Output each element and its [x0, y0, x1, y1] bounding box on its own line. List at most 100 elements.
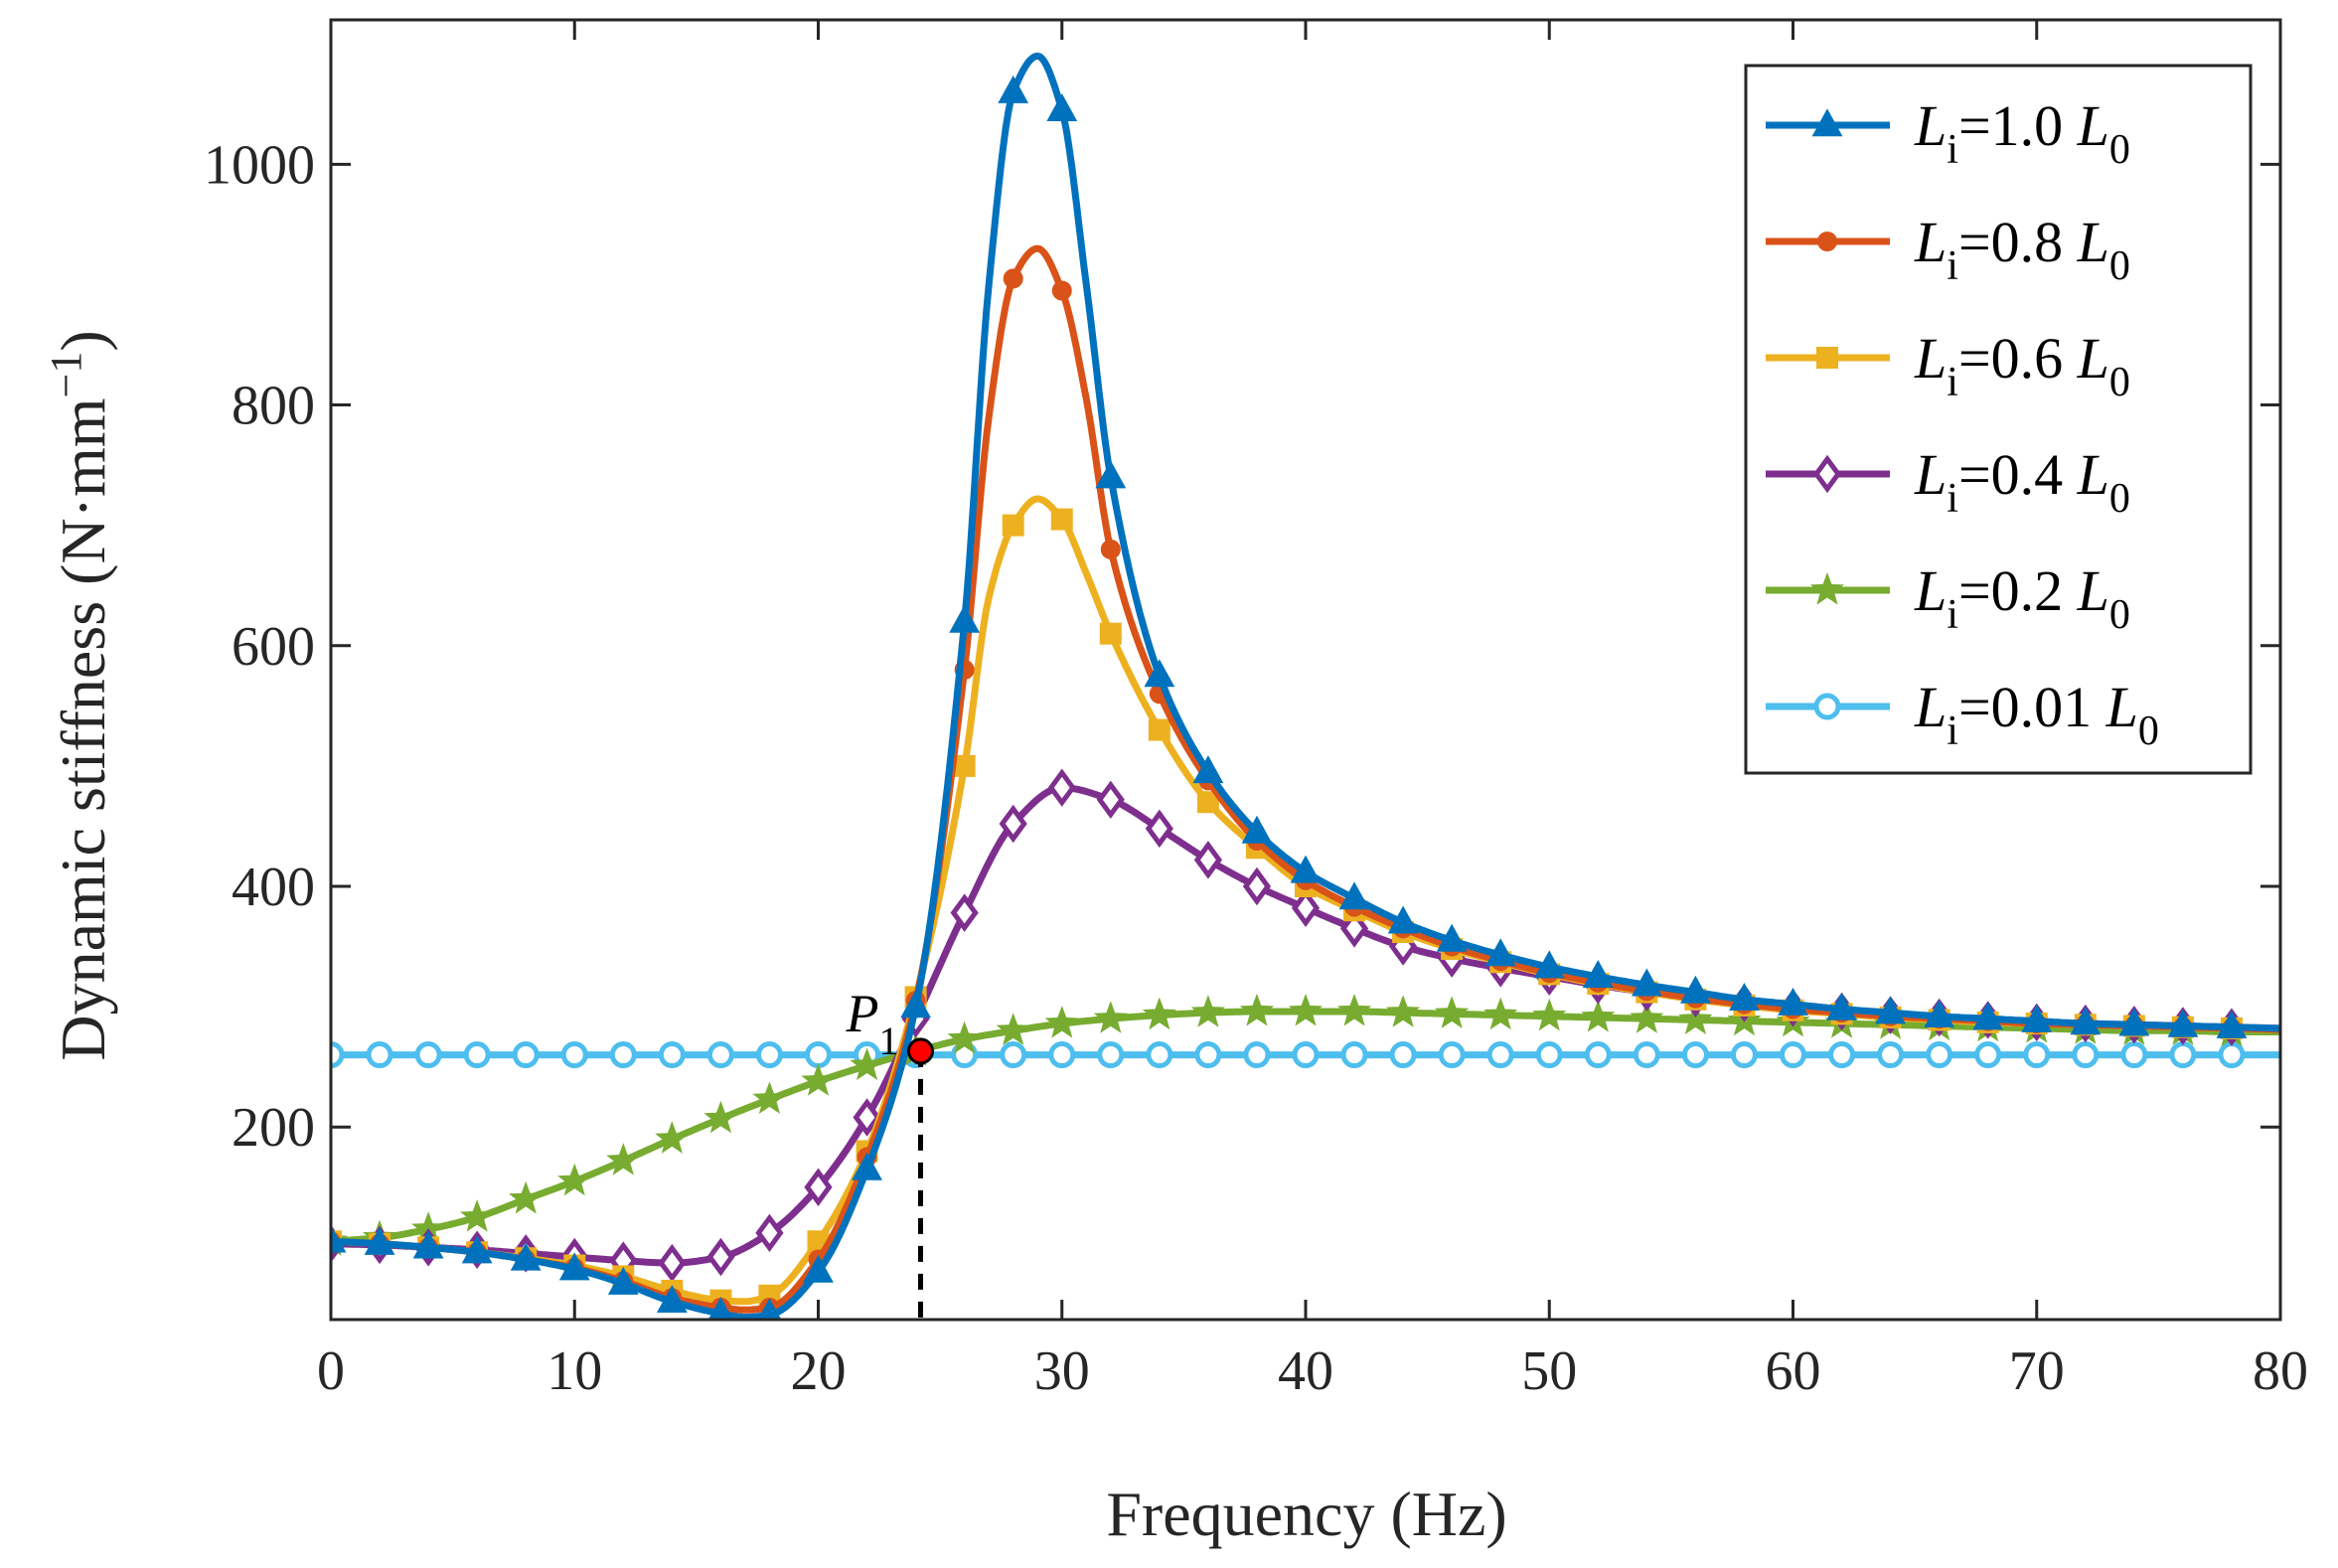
series-6-marker-17: [1146, 1041, 1173, 1069]
legend-label-1: Li=1.0 L0: [1914, 93, 2130, 173]
legend-item-6: Li=0.01 L0: [1766, 675, 2159, 754]
series-5-marker-10: [801, 1063, 836, 1096]
series-1-marker-8: [707, 1297, 733, 1320]
series-6-marker-14: [1000, 1041, 1027, 1069]
series-1-marker-20: [1290, 855, 1322, 883]
series-1-marker-2: [412, 1230, 444, 1259]
series-1-marker-31: [1826, 992, 1857, 1020]
series-4-marker-10: [804, 1168, 833, 1207]
series-6-marker-31: [1828, 1041, 1856, 1069]
series-3-marker-14: [1002, 514, 1024, 537]
x-tick-label-4: 40: [1278, 1340, 1333, 1402]
y-axis-label-superscript: −1: [42, 352, 90, 398]
y-axis-label-close: ): [48, 330, 118, 351]
series-5-marker-6: [606, 1143, 641, 1176]
x-tick-label-8: 80: [2253, 1340, 2308, 1402]
series-3-marker-16: [1099, 622, 1122, 645]
series-6-marker-27: [1633, 1041, 1660, 1069]
series-5-marker-2: [411, 1211, 446, 1244]
y-tick-label-0: 200: [232, 1097, 315, 1159]
series-5-marker-18: [1190, 995, 1225, 1027]
legend-label-var: L: [1914, 442, 1947, 507]
series-5-marker-15: [1044, 1006, 1079, 1038]
series-1-marker-39: [2216, 1010, 2248, 1038]
series-6-marker-8: [706, 1041, 734, 1069]
legend-label-var: L: [1914, 675, 1947, 739]
legend-box: [1744, 64, 2253, 775]
series-1-marker-13: [949, 604, 981, 633]
series-1-marker-11: [852, 1152, 882, 1180]
series-6-marker-10: [805, 1041, 832, 1069]
legend-item-5: Li=0.2 L0: [1766, 558, 2130, 638]
legend-label-sub2: 0: [2109, 127, 2130, 173]
series-1-marker-24: [1484, 938, 1516, 967]
series-1-marker-33: [1924, 1000, 1955, 1027]
x-tick-label-1: 10: [546, 1340, 602, 1402]
series-2-marker-16: [1100, 539, 1121, 559]
series-5-marker-7: [655, 1121, 690, 1154]
series-5-marker-23: [1435, 996, 1470, 1028]
legend-label-var2: L: [2077, 442, 2109, 507]
y-tick-label-1: 400: [232, 857, 315, 918]
legend-label-mid: =0.2: [1958, 558, 2078, 623]
series-group: [331, 52, 2280, 1320]
series-1: [331, 52, 2280, 1320]
series-4-marker-14: [999, 804, 1027, 844]
y-tick-label-2: 600: [232, 616, 315, 678]
series-4-marker-13: [950, 893, 979, 932]
series-5-marker-19: [1239, 994, 1275, 1026]
legend-marker-2: [1817, 232, 1837, 251]
legend-label-mid: =0.8: [1958, 210, 2078, 274]
series-1-marker-12: [900, 990, 931, 1019]
legend-label-sub: i: [1947, 127, 1958, 173]
series-1-marker-19: [1241, 815, 1273, 844]
series-1-marker-17: [1144, 659, 1175, 688]
series-5-marker-22: [1386, 995, 1421, 1027]
series-5-marker-26: [1581, 1000, 1616, 1032]
legend-marker-5: [1809, 572, 1845, 605]
annotation-label-sub: 1: [879, 1018, 899, 1062]
legend-label-sub: i: [1947, 243, 1958, 289]
series-1-marker-29: [1729, 983, 1760, 1012]
series-5-marker-4: [509, 1180, 544, 1214]
series-4-marker-20: [1291, 888, 1321, 928]
legend-label-sub: i: [1947, 360, 1958, 405]
series-1-marker-21: [1338, 881, 1370, 910]
series-5-marker-24: [1483, 997, 1518, 1030]
series-6-marker-37: [2120, 1041, 2148, 1069]
legend-label-4: Li=0.4 L0: [1914, 442, 2130, 522]
legend-item-1: Li=1.0 L0: [1766, 93, 2130, 173]
series-6-marker-16: [1097, 1041, 1125, 1069]
legend-label-var2: L: [2077, 210, 2109, 274]
series-5-marker-28: [1678, 1002, 1713, 1034]
series-5-marker-13: [947, 1020, 982, 1054]
series-6-marker-6: [609, 1041, 637, 1069]
series-1-marker-3: [461, 1235, 493, 1264]
legend-item-2: Li=0.8 L0: [1766, 210, 2130, 289]
legend-label-mid: =1.0: [1958, 93, 2078, 158]
series-1-marker-23: [1436, 923, 1468, 952]
legend-label-mid: =0.4: [1958, 442, 2078, 507]
series-6-marker-38: [2169, 1041, 2197, 1069]
series-1-marker-25: [1533, 950, 1565, 979]
x-tick-label-7: 70: [2009, 1340, 2065, 1402]
series-5-marker-8: [703, 1100, 738, 1134]
series-6-marker-33: [1926, 1041, 1953, 1069]
series-1-marker-32: [1875, 996, 1906, 1024]
series-5-marker-17: [1142, 997, 1176, 1030]
legend-label-sub2: 0: [2138, 708, 2159, 754]
series-6-marker-9: [755, 1041, 783, 1069]
series-1-marker-10: [803, 1254, 834, 1283]
series-5-marker-16: [1093, 1001, 1128, 1033]
series-1-marker-4: [510, 1242, 542, 1271]
series-1-marker-1: [364, 1226, 395, 1255]
series-6-marker-24: [1486, 1041, 1514, 1069]
series-4-marker-19: [1242, 866, 1272, 906]
series-1-marker-5: [558, 1252, 590, 1281]
series-1-marker-37: [2118, 1008, 2150, 1036]
series-6-marker-19: [1243, 1041, 1271, 1069]
series-6-marker-1: [366, 1041, 393, 1069]
series-1-marker-34: [1972, 1002, 2004, 1030]
y-tick-label-4: 1000: [204, 134, 315, 196]
